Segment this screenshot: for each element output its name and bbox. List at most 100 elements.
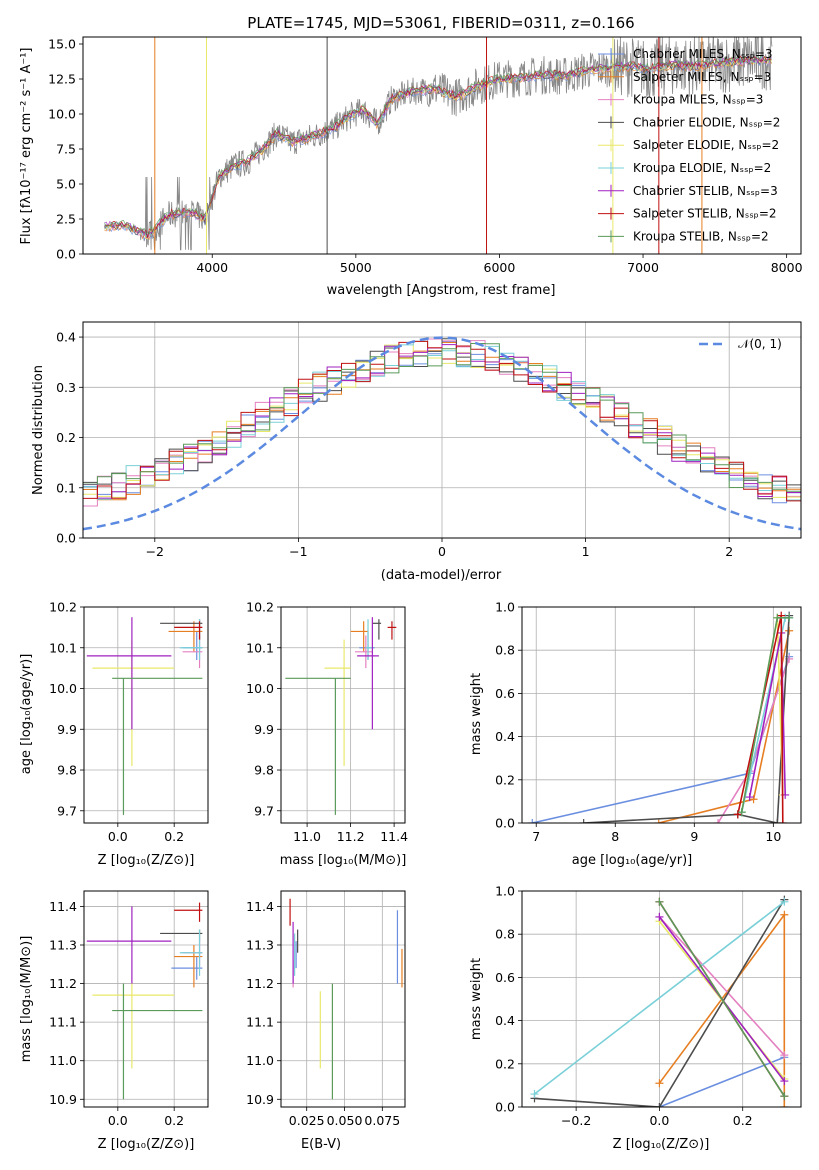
y-tick-label: 0.2 [495,1056,515,1071]
y-tick-label: 10.0 [49,681,77,696]
weight-marker [780,1051,789,1060]
x-tick-label: 0.0 [108,1113,128,1128]
weight-marker [655,1103,664,1107]
y-tick-label: 9.8 [254,763,274,778]
p3-xlabel: Z [log₁₀(Z/Z⊙)] [98,853,195,868]
weight-marker [780,897,789,906]
weight-marker [654,819,663,823]
x-tick-label: −2 [146,544,164,559]
y-tick-label: 1.0 [495,884,515,899]
mass-weight-vs-metallicity-panel: −0.2 0.0 0.2 0.0 0.2 0.4 0.6 0.8 1.0 [495,884,802,1128]
legend-entry: Chabrier ELODIE, Nₛₛₚ=2 [633,115,780,129]
y-tick-label: 10.2 [246,600,274,615]
errorbars [289,898,403,1100]
y-tick-label: 11.2 [49,976,77,991]
x-tick-label: 4000 [196,260,228,275]
x-tick-label: 2 [725,544,733,559]
y-tick-label: 11.0 [49,1053,77,1068]
y-tick-label: 0.0 [495,1100,515,1115]
x-tick-label: 0.0 [108,829,128,844]
weight-marker [530,1090,539,1099]
legend-entry: Salpeter MILES, Nₛₛₚ=3 [633,70,771,84]
weight-lines [528,611,794,823]
normal-legend-label: 𝒩(0, 1) [738,337,782,351]
x-tick-label: 8 [611,829,619,844]
weight-series [659,1056,785,1107]
mass-vs-extinction-panel: 0.025 0.050 0.075 10.9 11.0 11.1 11.2 11.3 11.4 [246,890,406,1128]
y-tick-label: 0.2 [495,772,515,787]
axes-frame [280,606,406,824]
errorbars [86,617,203,815]
y-tick-label: 0.0 [56,247,76,262]
x-tick-label: 0.025 [289,1113,325,1128]
x-tick-label: 6000 [484,260,516,275]
y-tick-label: 0.8 [495,643,515,658]
y-tick-label: 0.0 [56,531,76,546]
x-tick-label: 11.2 [337,829,365,844]
x-tick-label: 11.4 [380,829,408,844]
weight-marker [780,1103,789,1107]
weight-marker [780,1077,789,1086]
y-tick-label: 5.0 [56,177,76,192]
x-tick-label: −1 [289,544,307,559]
weight-series [658,901,785,1097]
p3-ylabel: age [log₁₀(age/yr)] [19,654,34,775]
y-tick-label: 7.5 [56,142,76,157]
weight-marker [773,613,782,622]
weight-marker [655,897,664,906]
x-tick-label: 5000 [340,260,372,275]
y-tick-label: 15.0 [48,37,76,52]
y-tick-label: 11.2 [246,976,274,991]
weight-series [534,901,785,1095]
y-tick-label: 0.0 [495,816,515,831]
weight-marker [780,910,789,919]
axes-frame [82,321,802,539]
y-tick-label: 0.6 [495,970,515,985]
x-tick-label: 0 [438,544,446,559]
y-tick-label: 10.9 [49,1092,77,1107]
weight-lines [530,895,789,1107]
y-tick-label: 9.9 [57,722,77,737]
weight-marker [780,1092,789,1101]
y-tick-label: 0.1 [56,480,76,495]
y-tick-label: 0.3 [56,380,76,395]
y-tick-label: 11.3 [49,938,77,953]
y-tick-label: 0.6 [495,686,515,701]
weight-marker [745,793,754,802]
weight-marker [714,819,723,823]
y-tick-label: 11.1 [246,1015,274,1030]
x-tick-label: 0.2 [164,1113,184,1128]
normal-curve [83,336,801,531]
y-tick-label: 0.4 [495,1013,515,1028]
histogram-series [83,340,801,538]
x-tick-label: 0.075 [364,1113,400,1128]
y-tick-label: 11.4 [49,899,77,914]
weight-marker [528,819,537,823]
weight-marker [655,1079,664,1088]
mass-weight-vs-age-panel: 7 8 9 10 0.0 0.2 0.4 0.6 0.8 1.0 [495,600,802,844]
x-tick-label: −0.2 [561,1113,591,1128]
mass-vs-metallicity-panel: 0.0 0.2 10.9 11.0 11.1 11.2 11.3 11.4 [49,890,209,1128]
p8-xlabel: Z [log₁₀(Z/Z⊙)] [613,1137,710,1152]
x-tick-label: 8000 [771,260,803,275]
p6-ylabel: mass [log₁₀(M/M⊙)] [19,936,34,1063]
x-tick-label: 0.2 [733,1113,753,1128]
x-tick-label: 0.0 [649,1113,669,1128]
p6-xlabel: Z [log₁₀(Z/Z⊙)] [98,1137,195,1152]
axes-frame [82,36,802,255]
histogram-ylabel: Normed distribution [31,365,46,495]
x-tick-label: 7000 [627,260,659,275]
weight-marker [737,808,746,817]
y-tick-label: 9.7 [57,803,77,818]
weight-series [737,615,784,823]
axes-frame [521,890,802,1108]
y-tick-label: 10.0 [48,107,76,122]
y-tick-label: 10.0 [246,681,274,696]
weight-series [532,656,790,823]
x-tick-label: 0.050 [327,1113,363,1128]
histograms [83,336,801,538]
p7-xlabel: E(B-V) [301,1137,341,1152]
weight-series [534,899,785,1107]
weight-marker [778,819,787,823]
